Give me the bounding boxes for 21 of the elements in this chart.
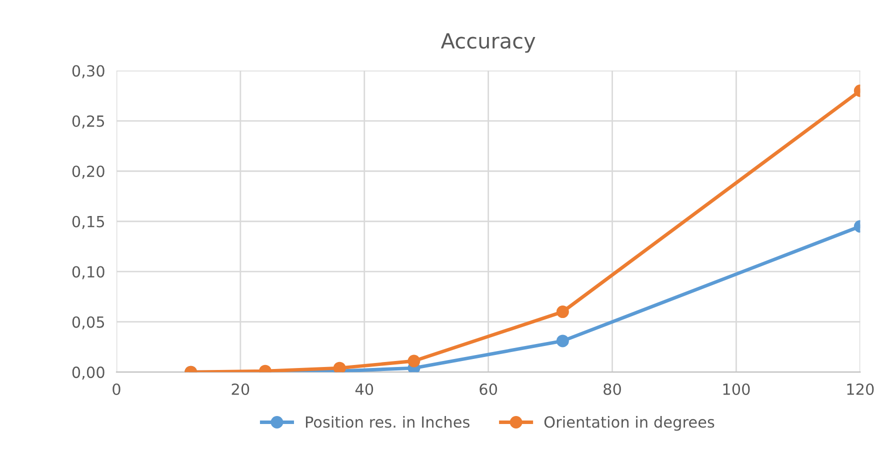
y-tick-label: 0,05 xyxy=(72,316,104,330)
x-tick-label: 100 xyxy=(723,383,750,396)
point xyxy=(408,354,420,368)
x-tick-label: 40 xyxy=(355,383,374,396)
y-tick-label: 0,20 xyxy=(72,166,104,179)
y-tick-label: 0,00 xyxy=(72,366,104,380)
legend-label: Orientation in degrees xyxy=(544,416,714,431)
y-tick-label: 0,25 xyxy=(72,115,104,128)
x-tick-label: 60 xyxy=(480,383,498,396)
point xyxy=(333,362,346,372)
chart-title: Accuracy xyxy=(440,33,536,53)
point xyxy=(556,334,569,348)
point xyxy=(556,306,569,318)
x-tick-label: 120 xyxy=(847,383,874,396)
y-tick-label: 0,30 xyxy=(72,65,104,78)
y-tick-label: 0,15 xyxy=(72,216,104,229)
legend-label: Position res. in Inches xyxy=(306,416,470,428)
x-tick-label: 80 xyxy=(604,383,621,396)
x-tick-label: 0 xyxy=(112,383,120,396)
y-tick-label: 0,10 xyxy=(72,266,104,280)
x-tick-label: 20 xyxy=(232,383,250,396)
